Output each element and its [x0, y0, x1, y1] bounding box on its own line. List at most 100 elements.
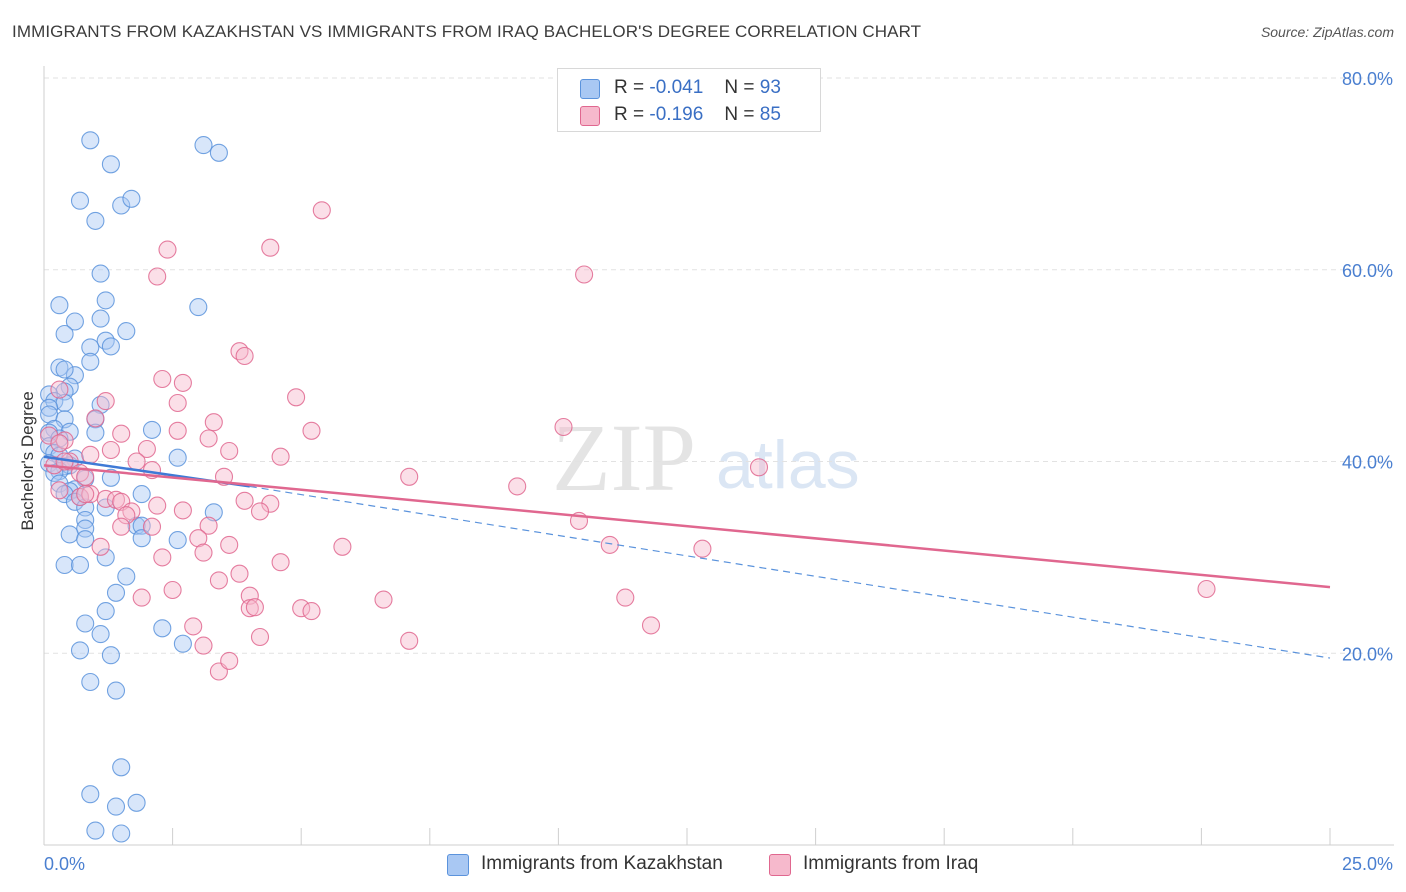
series-kazakhstan [40, 131, 228, 843]
data-point [40, 426, 59, 445]
r-label: R = [614, 104, 645, 125]
trend-kazakhstan-extension [249, 485, 1331, 659]
data-point [199, 516, 218, 535]
data-point [70, 191, 90, 210]
data-point [575, 265, 594, 284]
data-point [96, 291, 115, 310]
data-point [142, 420, 162, 439]
data-points [40, 131, 1216, 843]
series-legend: Immigrants from Kazakhstan Immigrants fr… [0, 850, 1406, 880]
data-point [86, 409, 105, 428]
data-point [60, 482, 79, 501]
data-point [374, 590, 393, 609]
correlation-stats-box: R = -0.041 N = 93 R = -0.196 N = 85 [557, 68, 821, 132]
trend-iraq [43, 464, 1331, 589]
r-value: -0.041 [649, 77, 704, 98]
data-point [86, 423, 105, 442]
data-point [209, 571, 228, 590]
data-point [554, 417, 573, 437]
data-point [81, 785, 100, 804]
data-point [616, 588, 635, 607]
data-point [240, 599, 259, 618]
data-point [45, 463, 64, 483]
data-point [400, 631, 419, 650]
data-point [70, 487, 90, 507]
r-value: -0.196 [649, 104, 704, 125]
kazakhstan-swatch [580, 79, 600, 99]
data-point [168, 531, 187, 550]
data-point [70, 555, 90, 575]
data-point [168, 421, 187, 440]
data-point [173, 373, 192, 392]
data-point [163, 580, 182, 600]
data-point [137, 439, 156, 459]
data-point [194, 543, 213, 562]
data-point [292, 599, 311, 618]
series-iraq [40, 201, 1216, 681]
data-point [132, 529, 151, 548]
data-point [76, 519, 95, 538]
data-point [168, 393, 187, 413]
y-tick-label: 40.0% [1342, 453, 1393, 473]
legend-swatch-kazakhstan [447, 854, 469, 876]
data-point [194, 136, 213, 155]
data-point [287, 388, 306, 407]
data-point [65, 366, 84, 385]
data-point [60, 422, 79, 441]
data-point [96, 331, 115, 350]
data-point [148, 267, 167, 286]
iraq-swatch [580, 106, 600, 126]
data-point [112, 517, 131, 536]
data-point [106, 797, 126, 816]
data-point [302, 602, 321, 621]
data-point [271, 447, 290, 466]
data-point [91, 537, 110, 556]
data-point [91, 309, 110, 328]
data-point [50, 481, 69, 500]
data-point [199, 429, 218, 448]
data-point [153, 619, 172, 638]
data-point [184, 617, 203, 636]
data-point [65, 492, 84, 511]
data-point [194, 636, 213, 655]
n-label: N = [724, 77, 755, 98]
data-point [96, 489, 115, 508]
data-point [132, 588, 151, 607]
data-point [230, 564, 249, 583]
data-point [101, 155, 120, 174]
data-point [312, 201, 331, 220]
data-point [86, 211, 105, 230]
data-point [235, 491, 254, 510]
data-point [173, 634, 192, 653]
data-point [271, 553, 290, 572]
data-point [240, 586, 259, 605]
data-point [91, 625, 110, 644]
data-point [81, 672, 100, 692]
data-point [50, 380, 69, 399]
source-label: Source: ZipAtlas.com [1260, 24, 1394, 40]
data-point [122, 189, 141, 208]
x-tick-label: 0.0% [44, 854, 85, 874]
stats-text-kazakhstan: R = -0.041 N = 93 [614, 77, 781, 99]
data-point [76, 485, 95, 504]
data-point [55, 555, 74, 575]
data-point [168, 448, 187, 467]
data-point [55, 360, 74, 379]
data-point [400, 467, 419, 486]
data-point [153, 548, 172, 567]
data-point [117, 322, 136, 341]
data-point [86, 821, 105, 840]
watermark-zip-text: ZIP [552, 404, 696, 511]
data-point [70, 641, 90, 660]
trend-lines [43, 455, 1331, 659]
data-point [50, 296, 69, 315]
y-tick-label: 60.0% [1342, 261, 1393, 281]
data-point [81, 352, 100, 371]
legend-label-iraq: Immigrants from Iraq [803, 853, 979, 874]
gridlines [44, 77, 1394, 654]
data-point [81, 445, 100, 464]
tick-labels: 20.0% 40.0% 60.0% 80.0% 0.0% 25.0% Bachelor's … [18, 69, 1393, 874]
data-point [101, 468, 120, 487]
data-point [261, 494, 280, 513]
